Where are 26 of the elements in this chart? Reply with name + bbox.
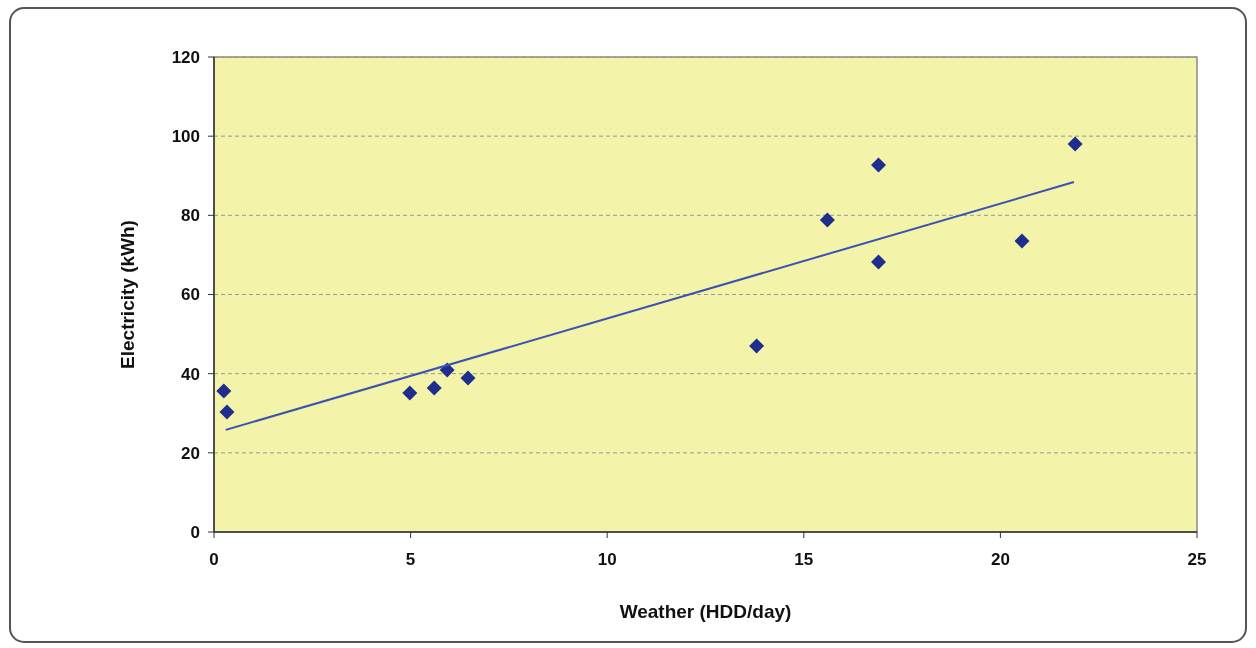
- x-tick-label: 20: [990, 550, 1010, 569]
- y-tick-label: 0: [190, 522, 200, 542]
- x-tick-label: 25: [1187, 550, 1207, 569]
- point: [460, 370, 476, 386]
- point: [871, 254, 886, 270]
- point: [871, 157, 886, 173]
- point: [1014, 233, 1030, 249]
- point: [402, 385, 418, 401]
- y-axis-title: Electricity (kWh): [117, 220, 138, 369]
- x-tick-label: 10: [597, 550, 617, 569]
- point: [819, 212, 835, 228]
- point: [749, 338, 765, 354]
- y-tick-label: 80: [181, 206, 200, 226]
- x-axis-title: Weather (HDD/day): [619, 601, 792, 622]
- x-tick-label: 15: [794, 550, 814, 569]
- y-tick-label: 40: [181, 364, 200, 384]
- x-tick-label: 5: [405, 550, 416, 569]
- point: [216, 383, 232, 399]
- y-tick-label: 20: [181, 443, 200, 463]
- x-tick-label: 0: [209, 550, 219, 569]
- point: [426, 380, 442, 396]
- point: [219, 404, 235, 420]
- point: [1067, 136, 1083, 152]
- y-tick-label: 60: [181, 285, 200, 305]
- y-tick-label: 100: [171, 127, 200, 147]
- y-tick-label: 120: [171, 47, 200, 67]
